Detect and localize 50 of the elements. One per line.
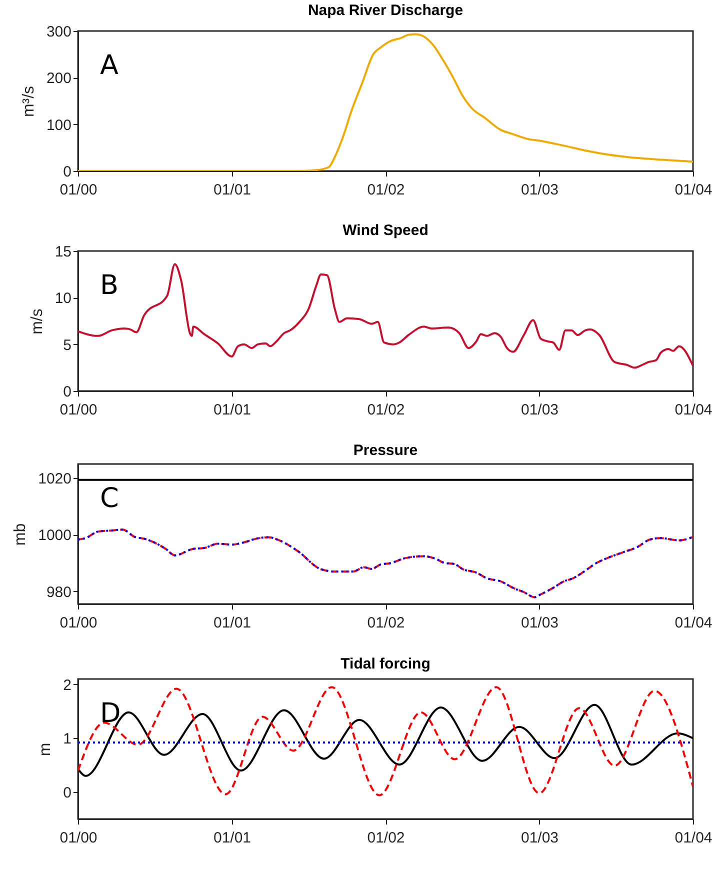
annotation: B <box>100 270 119 301</box>
y-axis-title: m³/s <box>20 86 38 118</box>
y-tick-label: 0 <box>63 164 72 180</box>
chart-title: Wind Speed <box>342 222 428 239</box>
line-series <box>78 704 693 777</box>
x-tick-label: 01/04 <box>674 402 712 418</box>
chart-title: Pressure <box>353 442 418 459</box>
annotation: A <box>100 50 119 81</box>
x-tick-label: 01/01 <box>213 614 252 632</box>
x-tick-label: 01/03 <box>520 182 559 198</box>
x-tick-label: 01/00 <box>60 614 98 632</box>
annotation: C <box>100 483 119 514</box>
x-tick-label: 01/03 <box>520 614 559 632</box>
y-axis-title: mb <box>12 523 30 546</box>
x-tick-label: 01/04 <box>674 614 712 632</box>
x-tick-label: 01/02 <box>367 614 405 632</box>
y-tick-label: 0 <box>63 784 72 802</box>
y-tick-label: 100 <box>46 116 72 134</box>
annotation: D <box>100 698 121 729</box>
line-series <box>78 528 693 598</box>
y-tick-label: 15 <box>54 244 72 260</box>
x-tick-label: 01/02 <box>367 402 405 418</box>
x-tick-label: 01/03 <box>520 830 559 846</box>
x-tick-label: 01/00 <box>60 182 98 198</box>
x-tick-label: 01/02 <box>367 182 405 198</box>
x-tick-label: 01/03 <box>520 402 559 418</box>
y-axis-title: m <box>37 742 54 756</box>
y-tick-label: 0 <box>63 384 72 400</box>
y-axis-title: m/s <box>28 308 46 334</box>
chart-title: Napa River Discharge <box>308 2 464 19</box>
line-series <box>78 263 693 369</box>
y-tick-label: 5 <box>63 336 72 354</box>
y-tick-label: 10 <box>54 290 72 308</box>
y-tick-label: 1 <box>63 730 72 748</box>
x-tick-label: 01/00 <box>60 830 98 846</box>
x-tick-label: 01/04 <box>674 182 712 198</box>
chart-title: Tidal forcing <box>340 655 430 672</box>
x-tick-label: 01/01 <box>213 830 252 846</box>
y-tick-label: 1020 <box>38 470 72 488</box>
x-tick-label: 01/01 <box>213 182 252 198</box>
x-tick-label: 01/02 <box>367 830 405 846</box>
y-tick-label: 300 <box>46 24 72 40</box>
line-series <box>78 686 693 796</box>
y-tick-label: 1000 <box>38 527 72 544</box>
y-tick-label: 980 <box>46 584 72 601</box>
x-tick-label: 01/00 <box>60 402 98 418</box>
y-tick-label: 2 <box>63 676 72 694</box>
x-tick-label: 01/04 <box>674 830 712 846</box>
y-tick-label: 200 <box>46 70 72 88</box>
x-tick-label: 01/01 <box>213 402 252 418</box>
